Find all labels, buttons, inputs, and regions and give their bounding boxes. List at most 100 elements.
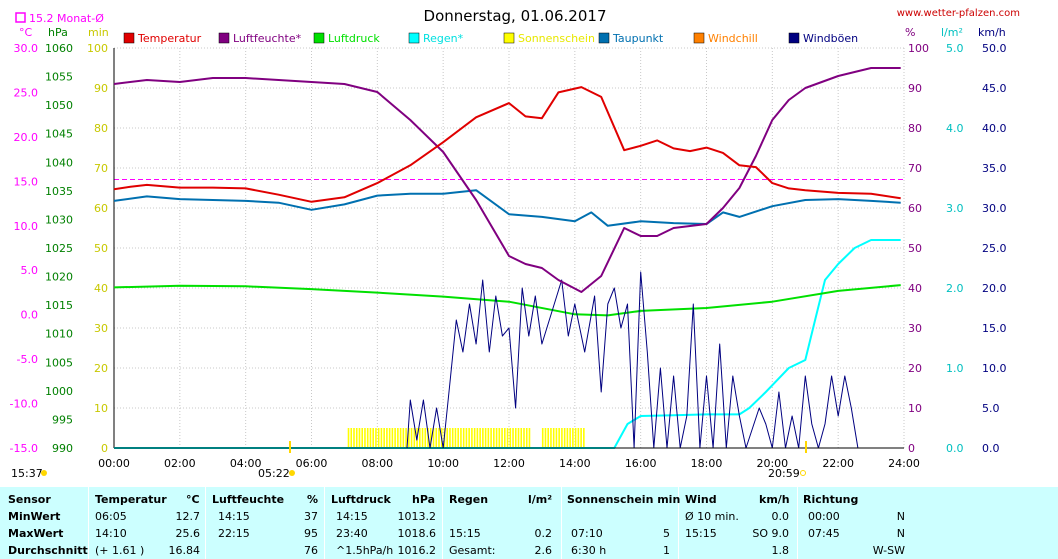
- sunshine-bar: [569, 428, 571, 448]
- sunrise-icon: [289, 470, 295, 476]
- site-link[interactable]: www.wetter-pfalzen.com: [897, 8, 1020, 19]
- humidity-tick-label: 40: [908, 282, 922, 295]
- sunshine-bar: [377, 428, 380, 448]
- stat-t-val: 12.7: [175, 510, 201, 523]
- stat-p-val: 1016.2: [397, 544, 437, 557]
- stat-label: Durchschnitt: [8, 544, 88, 557]
- stat-s-time: 07:10: [571, 527, 603, 540]
- stat-t-time: 06:05: [95, 510, 127, 523]
- temp-tick-label: 30.0: [14, 42, 39, 55]
- sunshine-bar: [438, 428, 440, 448]
- sunshine-bar: [364, 428, 366, 448]
- sun-tick-label: 40: [94, 282, 108, 295]
- hdr-pres-unit: hPa: [412, 493, 436, 506]
- legend-swatch: [123, 32, 135, 44]
- hdr-hum-unit: %: [307, 493, 319, 506]
- stat-w-val: SO 9.0: [752, 527, 789, 540]
- pressure-tick-label: 1000: [45, 385, 73, 398]
- humidity-tick-label: 30: [908, 322, 922, 335]
- pressure-tick-label: 1035: [45, 185, 73, 198]
- sunshine-bar: [514, 428, 517, 448]
- stat-s-val: 1: [663, 544, 670, 557]
- sunrise-time: 05:22: [258, 467, 290, 480]
- sunshine-bar: [473, 428, 476, 448]
- sunshine-bar: [421, 428, 424, 448]
- sunshine-bar: [388, 428, 391, 448]
- sunshine-bar: [353, 428, 355, 448]
- legend-swatch: [313, 32, 325, 44]
- x-tick-label: 24:00: [888, 457, 920, 470]
- sunshine-bar: [506, 428, 509, 448]
- sun-tick-label: 10: [94, 402, 108, 415]
- x-tick-label: 06:00: [296, 457, 328, 470]
- sun-tick-label: 50: [94, 242, 108, 255]
- temp-tick-label: 10.0: [14, 220, 39, 233]
- sunshine-bar: [397, 428, 399, 448]
- sunshine-bar: [449, 428, 451, 448]
- sunshine-bar: [490, 428, 492, 448]
- sunshine-bar: [550, 428, 552, 448]
- pressure-tick-label: 1030: [45, 213, 73, 226]
- wind-tick-label: 15.0: [982, 322, 1007, 335]
- sunshine-bar: [512, 428, 514, 448]
- pressure-tick-label: 1060: [45, 42, 73, 55]
- sunshine-bar: [462, 428, 465, 448]
- x-tick-label: 04:00: [230, 457, 262, 470]
- rain-tick-label: 5.0: [946, 42, 964, 55]
- rain-tick-label: 4.0: [946, 122, 964, 135]
- legend-label: Sonnenschein: [518, 32, 595, 45]
- sunshine-bar: [372, 428, 374, 448]
- series-line-temperatur: [113, 86, 901, 203]
- wind-tick-label: 35.0: [982, 162, 1007, 175]
- x-tick-label: 22:00: [822, 457, 854, 470]
- sunshine-bar: [493, 428, 495, 448]
- sunshine-bar: [358, 428, 361, 448]
- rain-tick-label: 2.0: [946, 282, 964, 295]
- sunshine-bar: [555, 428, 558, 448]
- stat-d-val: W-SW: [872, 544, 905, 557]
- weather-chart: Donnerstag, 01.06.2017 www.wetter-pfalzen…: [9, 7, 1020, 480]
- sunshine-bar: [517, 428, 520, 448]
- stat-r-val: 0.2: [534, 527, 553, 540]
- sunshine-bar: [394, 428, 396, 448]
- pressure-tick-label: 1050: [45, 99, 73, 112]
- humidity-tick-label: 100: [908, 42, 929, 55]
- sunshine-bar: [525, 428, 528, 448]
- legend-label: Temperatur: [137, 32, 202, 45]
- hdr-temp: Temperatur: [95, 493, 167, 506]
- stat-w-time: Ø 10 min.: [685, 510, 739, 523]
- wind-tick-label: 30.0: [982, 202, 1007, 215]
- stat-d-time: 00:00: [808, 510, 840, 523]
- humidity-tick-label: 50: [908, 242, 922, 255]
- stat-t-time: 14:10: [95, 527, 127, 540]
- sunshine-bar: [427, 428, 429, 448]
- humidity-tick-label: 0: [908, 442, 915, 455]
- monthly-avg-legend-icon: [15, 12, 26, 23]
- sunshine-bar: [484, 428, 487, 448]
- sun-tick-label: 100: [87, 42, 108, 55]
- unit-temp: °C: [19, 26, 33, 39]
- unit-sun: min: [88, 26, 109, 39]
- sunshine-bar: [347, 428, 350, 448]
- sunshine-bar: [547, 428, 550, 448]
- legend-label: Luftfeuchte*: [233, 32, 302, 45]
- legend-label: Taupunkt: [612, 32, 664, 45]
- sunshine-bar: [552, 428, 555, 448]
- temp-tick-label: -5.0: [17, 353, 38, 366]
- stat-h-val: 95: [304, 527, 318, 540]
- monthly-avg-label: 15.2 Monat-Ø: [29, 12, 104, 25]
- sunshine-bar: [405, 428, 407, 448]
- sunshine-bar: [424, 428, 427, 448]
- sunshine-bar: [520, 428, 523, 448]
- legend-swatch: [218, 32, 230, 44]
- sunshine-bar: [498, 428, 501, 448]
- x-tick-label: 20:00: [756, 457, 788, 470]
- sunshine-bar: [413, 428, 416, 448]
- sunshine-bar: [558, 428, 560, 448]
- sunshine-bar: [541, 428, 544, 448]
- sun-tick-label: 60: [94, 202, 108, 215]
- pressure-tick-label: 1055: [45, 71, 73, 84]
- pressure-tick-label: 1020: [45, 271, 73, 284]
- moon-icon: [41, 470, 47, 476]
- sun-tick-label: 20: [94, 362, 108, 375]
